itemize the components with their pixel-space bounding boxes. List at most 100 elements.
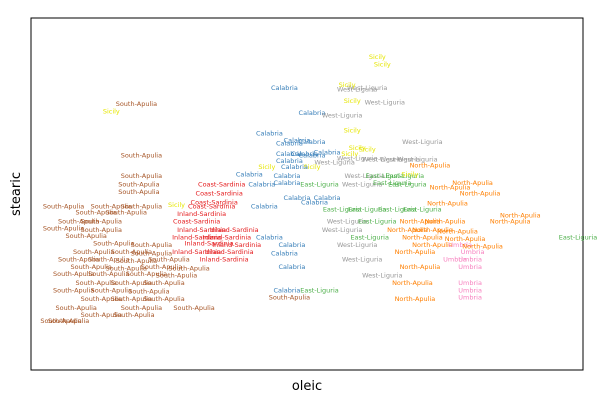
point-label-umbria: Umbria: [458, 256, 482, 264]
point-label-north-apulia: North-Apulia: [400, 263, 441, 271]
point-label-calabria: Calabria: [299, 151, 326, 159]
point-label-north-apulia: North-Apulia: [402, 234, 443, 242]
point-label-umbria: Umbria: [458, 286, 482, 294]
point-label-south-apulia: South-Apulia: [91, 203, 132, 211]
point-label-west-liguria: West-Liguria: [397, 156, 437, 164]
point-label-calabria: Calabria: [256, 129, 283, 137]
point-label-south-apulia: South-Apulia: [131, 241, 172, 249]
point-label-north-apulia: North-Apulia: [425, 217, 466, 225]
point-label-south-apulia: South-Apulia: [148, 256, 189, 264]
point-label-north-apulia: North-Apulia: [427, 200, 468, 208]
point-label-south-apulia: South-Apulia: [126, 270, 167, 278]
point-label-west-liguria: West-Liguria: [322, 112, 362, 120]
y-axis-label: stearic: [9, 172, 24, 216]
point-label-sicily: Sicily: [349, 144, 366, 152]
point-label-south-apulia: South-Apulia: [81, 311, 122, 319]
point-label-south-apulia: South-Apulia: [53, 286, 94, 294]
x-axis-label: oleic: [292, 379, 322, 394]
point-label-east-liguria: East-Liguria: [348, 206, 387, 214]
point-label-calabria: Calabria: [248, 181, 275, 189]
point-label-north-apulia: North-Apulia: [395, 248, 436, 256]
point-label-sicily: Sicily: [258, 163, 275, 171]
plot-frame: [30, 17, 584, 371]
point-label-south-apulia: South-Apulia: [116, 100, 157, 108]
point-label-east-liguria: East-Liguria: [358, 217, 397, 225]
point-label-west-liguria: West-Liguria: [365, 99, 405, 107]
point-label-south-apulia: South-Apulia: [128, 288, 169, 296]
point-label-west-liguria: West-Liguria: [322, 226, 362, 234]
point-label-sicily: Sicily: [341, 150, 358, 158]
point-label-south-apulia: South-Apulia: [106, 209, 147, 217]
point-label-sicily: Sicily: [339, 81, 356, 89]
point-label-north-apulia: North-Apulia: [445, 235, 486, 243]
point-label-calabria: Calabria: [284, 194, 311, 202]
point-label-coast-sardinia: Coast-Sardinia: [191, 198, 238, 206]
point-label-calabria: Calabria: [273, 179, 300, 187]
point-label-sicily: Sicily: [359, 146, 376, 154]
point-label-calabria: Calabria: [271, 250, 298, 258]
point-label-calabria: Calabria: [273, 286, 300, 294]
point-label-east-liguria: East-Liguria: [378, 206, 417, 214]
point-label-calabria: Calabria: [299, 138, 326, 146]
point-label-south-apulia: South-Apulia: [143, 295, 184, 303]
point-label-west-liguria: West-Liguria: [344, 172, 384, 180]
point-label-south-apulia: South-Apulia: [48, 317, 89, 325]
point-label-south-apulia: South-Apulia: [121, 304, 162, 312]
point-label-south-apulia: South-Apulia: [66, 232, 107, 240]
point-label-south-apulia: South-Apulia: [88, 270, 129, 278]
point-label-inland-sardinia: Inland-Sardinia: [202, 234, 251, 242]
point-label-inland-sardinia: Inland-Sardinia: [210, 226, 259, 234]
point-label-calabria: Calabria: [314, 194, 341, 202]
point-label-sicily: Sicily: [374, 60, 391, 68]
point-label-east-liguria: East-Liguria: [403, 206, 442, 214]
point-label-south-apulia: South-Apulia: [81, 226, 122, 234]
point-label-east-liguria: East-Liguria: [300, 181, 339, 189]
point-label-south-apulia: South-Apulia: [76, 279, 117, 287]
point-label-west-liguria: West-Liguria: [347, 84, 387, 92]
point-label-south-apulia: South-Apulia: [116, 257, 157, 265]
point-label-calabria: Calabria: [276, 150, 303, 158]
point-label-south-apulia: South-Apulia: [156, 272, 197, 280]
point-label-west-liguria: West-Liguria: [342, 181, 382, 189]
point-label-west-liguria: West-Liguria: [362, 272, 402, 280]
point-label-sicily: Sicily: [344, 126, 361, 134]
point-label-south-apulia: South-Apulia: [71, 263, 112, 271]
point-label-north-apulia: North-Apulia: [395, 295, 436, 303]
point-label-sicily: Sicily: [344, 97, 361, 105]
point-label-north-apulia: North-Apulia: [387, 226, 428, 234]
point-label-south-apulia: South-Apulia: [58, 256, 99, 264]
point-label-west-liguria: West-Liguria: [337, 154, 377, 162]
point-label-calabria: Calabria: [278, 241, 305, 249]
point-label-south-apulia: South-Apulia: [173, 304, 214, 312]
point-label-umbria: Umbria: [458, 279, 482, 287]
point-label-south-apulia: South-Apulia: [113, 311, 154, 319]
point-label-calabria: Calabria: [284, 137, 311, 145]
point-label-coast-sardinia: Coast-Sardinia: [198, 181, 245, 189]
point-label-west-liguria: West-Liguria: [314, 159, 354, 167]
point-label-calabria: Calabria: [301, 198, 328, 206]
point-label-umbria: Umbria: [461, 248, 485, 256]
point-label-south-apulia: South-Apulia: [121, 172, 162, 180]
point-label-inland-sardinia: Inland-Sardinia: [205, 248, 254, 256]
point-label-calabria: Calabria: [278, 263, 305, 271]
point-label-north-apulia: North-Apulia: [437, 228, 478, 236]
point-label-calabria: Calabria: [273, 172, 300, 180]
point-label-south-apulia: South-Apulia: [269, 294, 310, 302]
point-label-south-apulia: South-Apulia: [43, 203, 84, 211]
point-label-north-apulia: North-Apulia: [452, 179, 493, 187]
point-label-south-apulia: South-Apulia: [118, 188, 159, 196]
point-label-west-liguria: West-Liguria: [342, 256, 382, 264]
point-label-umbria: Umbria: [458, 263, 482, 271]
point-label-east-liguria: East-Liguria: [323, 206, 362, 214]
point-label-south-apulia: South-Apulia: [141, 263, 182, 271]
point-label-calabria: Calabria: [271, 84, 298, 92]
point-label-coast-sardinia: Coast-Sardinia: [173, 217, 220, 225]
point-label-east-liguria: East-Liguria: [388, 181, 427, 189]
point-label-east-liguria: East-Liguria: [350, 234, 389, 242]
point-label-inland-sardinia: Inland-Sardinia: [212, 241, 261, 249]
point-label-calabria: Calabria: [236, 170, 263, 178]
point-label-coast-sardinia: Coast-Sardinia: [188, 203, 235, 211]
point-label-west-liguria: West-Liguria: [337, 241, 377, 249]
